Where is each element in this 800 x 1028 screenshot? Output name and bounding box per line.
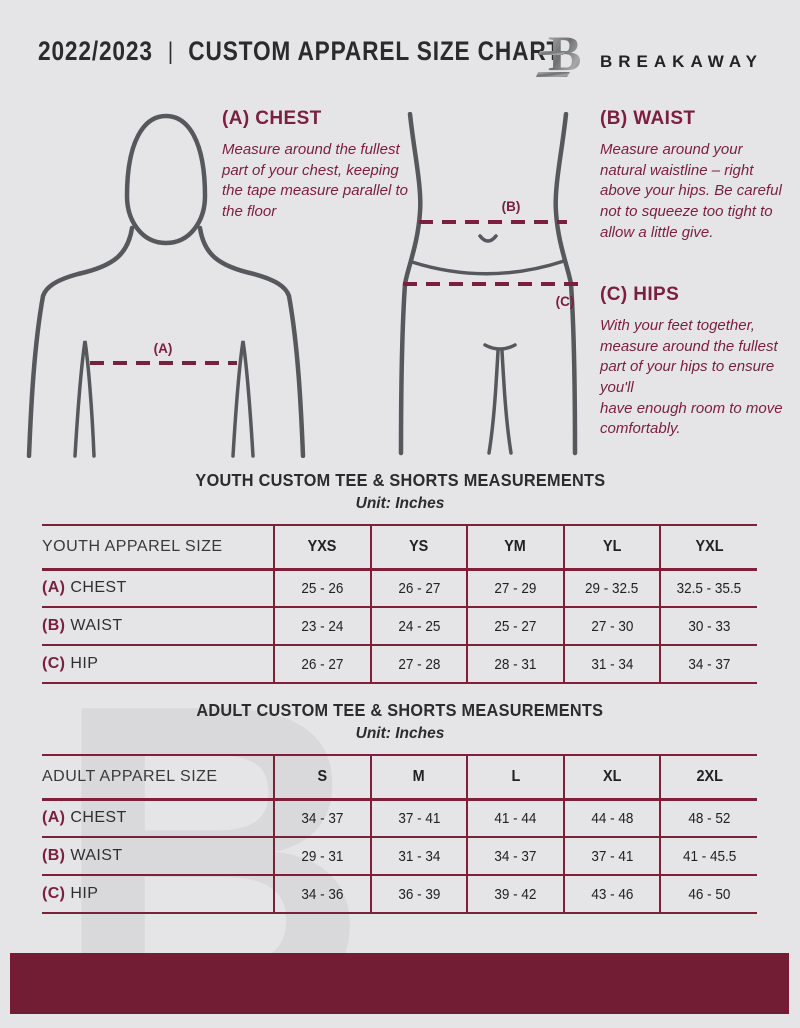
measurement-cell: 34 - 37 — [659, 645, 757, 683]
measurement-cell: 25 - 26 — [273, 569, 371, 607]
measurement-cell: 34 - 37 — [273, 799, 371, 837]
measurement-cell: 37 - 41 — [562, 837, 661, 875]
footer-bar — [10, 953, 789, 1014]
measurement-cell: 31 - 34 — [369, 837, 468, 875]
measurement-cell: 46 - 50 — [659, 875, 757, 913]
brand-logo: B BREAKAWAY — [536, 24, 763, 82]
measurement-cell: 48 - 52 — [659, 799, 757, 837]
youth-row-hip: (C) HIP 26 - 27 27 - 28 28 - 31 31 - 34 34 - 3… — [42, 645, 757, 683]
chest-marker-label: (A) — [154, 341, 173, 356]
youth-row-waist: (B) WAIST 23 - 24 24 - 25 25 - 27 27 - 30 30 -… — [42, 607, 757, 645]
youth-section-title: YOUTH CUSTOM TEE & SHORTS MEASUREMENTS — [195, 470, 605, 490]
youth-size-col-YXL: YXL — [659, 525, 757, 569]
chest-heading: (A) CHEST — [222, 108, 322, 129]
adult-row-chest: (A) CHEST 34 - 37 37 - 41 41 - 44 44 - 48 48 -… — [42, 799, 757, 837]
measurement-cell: 29 - 31 — [273, 837, 371, 875]
measurement-cell: 27 - 30 — [562, 607, 661, 645]
row-label: (A) CHEST — [42, 579, 127, 597]
measurement-cell: 27 - 29 — [466, 569, 564, 607]
row-label: (B) WAIST — [42, 617, 123, 634]
hips-heading: (C) HIPS — [600, 284, 680, 305]
youth-size-table: YOUTH APPAREL SIZE YXS YS YM YL YXL (A) CHEST 2… — [42, 524, 757, 684]
waist-guide: (B) WAIST Measure around your natural wa… — [600, 108, 792, 243]
youth-header-row: YOUTH APPAREL SIZE YXS YS YM YL YXL — [42, 525, 757, 569]
row-label: (C) HIP — [42, 885, 99, 902]
page-header: 2022/2023 | CUSTOM APPAREL SIZE CHART — [38, 36, 561, 67]
youth-size-col-YM: YM — [466, 525, 564, 569]
adult-section-unit: Unit: Inches — [355, 725, 445, 742]
measurement-cell: 24 - 25 — [369, 607, 468, 645]
hips-description: With your feet together, measure around … — [600, 317, 783, 438]
measurement-cell: 34 - 36 — [273, 875, 371, 913]
youth-size-label: YOUTH APPAREL SIZE — [42, 537, 223, 555]
measurement-cell: 25 - 27 — [466, 607, 564, 645]
adult-size-col-L: L — [466, 755, 564, 799]
adult-header-row: ADULT APPAREL SIZE S M L XL 2XL — [42, 755, 757, 799]
measurement-cell: 34 - 37 — [466, 837, 564, 875]
youth-size-col-YS: YS — [369, 525, 468, 569]
measurement-cell: 37 - 41 — [369, 799, 468, 837]
adult-size-col-M: M — [369, 755, 468, 799]
measurement-cell: 26 - 27 — [273, 645, 371, 683]
youth-row-chest: (A) CHEST 25 - 26 26 - 27 27 - 29 29 - 32.5 32… — [42, 569, 757, 607]
measurement-cell: 44 - 48 — [562, 799, 661, 837]
measurement-cell: 27 - 28 — [369, 645, 468, 683]
measurement-cell: 23 - 24 — [273, 607, 371, 645]
page-title: CUSTOM APPAREL SIZE CHART — [188, 36, 562, 66]
adult-section-title: ADULT CUSTOM TEE & SHORTS MEASUREMENTS — [196, 700, 604, 720]
measurement-cell: 36 - 39 — [369, 875, 468, 913]
waist-description: Measure around your natural waistline – … — [600, 141, 782, 241]
header-divider: | — [167, 37, 174, 65]
row-label: (B) WAIST — [42, 847, 123, 864]
measurement-cell: 30 - 33 — [659, 607, 757, 645]
adult-row-hip: (C) HIP 34 - 36 36 - 39 39 - 42 43 - 46 46 - 5… — [42, 875, 757, 913]
measurement-cell: 41 - 45.5 — [659, 837, 757, 875]
hip-marker-label: (C) — [556, 294, 575, 309]
youth-section-unit: Unit: Inches — [355, 495, 445, 512]
adult-size-col-XL: XL — [562, 755, 661, 799]
youth-size-col-YL: YL — [562, 525, 661, 569]
season-year: 2022/2023 — [38, 36, 153, 66]
chest-description: Measure around the fullest part of your … — [222, 141, 408, 221]
waist-hip-measure-figure: (B) (C) — [398, 112, 584, 456]
youth-size-col-YXS: YXS — [273, 525, 371, 569]
adult-size-table: ADULT APPAREL SIZE S M L XL 2XL (A) CHEST 34 - … — [42, 754, 757, 914]
adult-size-label: ADULT APPAREL SIZE — [42, 767, 218, 785]
measurement-cell: 41 - 44 — [466, 799, 564, 837]
row-label: (A) CHEST — [42, 809, 127, 827]
measurement-cell: 31 - 34 — [562, 645, 661, 683]
hips-guide: (C) HIPS With your feet together, measur… — [600, 284, 792, 440]
measurement-cell: 39 - 42 — [466, 875, 564, 913]
brand-name: BREAKAWAY — [600, 52, 763, 71]
adult-size-col-S: S — [273, 755, 371, 799]
measurement-cell: 29 - 32.5 — [562, 569, 661, 607]
waist-heading: (B) WAIST — [600, 108, 696, 129]
measurement-cell: 43 - 46 — [562, 875, 661, 913]
row-label: (C) HIP — [42, 655, 99, 672]
waist-marker-label: (B) — [502, 199, 521, 214]
adult-size-col-2XL: 2XL — [659, 755, 757, 799]
measurement-cell: 32.5 - 35.5 — [659, 569, 757, 607]
measurement-cell: 28 - 31 — [466, 645, 564, 683]
breakaway-b-logo-icon: B — [536, 25, 581, 81]
chest-measure-figure: (A) — [26, 113, 306, 458]
adult-row-waist: (B) WAIST 29 - 31 31 - 34 34 - 37 37 - 41 41 -… — [42, 837, 757, 875]
chest-guide: (A) CHEST Measure around the fullest par… — [222, 108, 410, 223]
measurement-cell: 26 - 27 — [369, 569, 468, 607]
